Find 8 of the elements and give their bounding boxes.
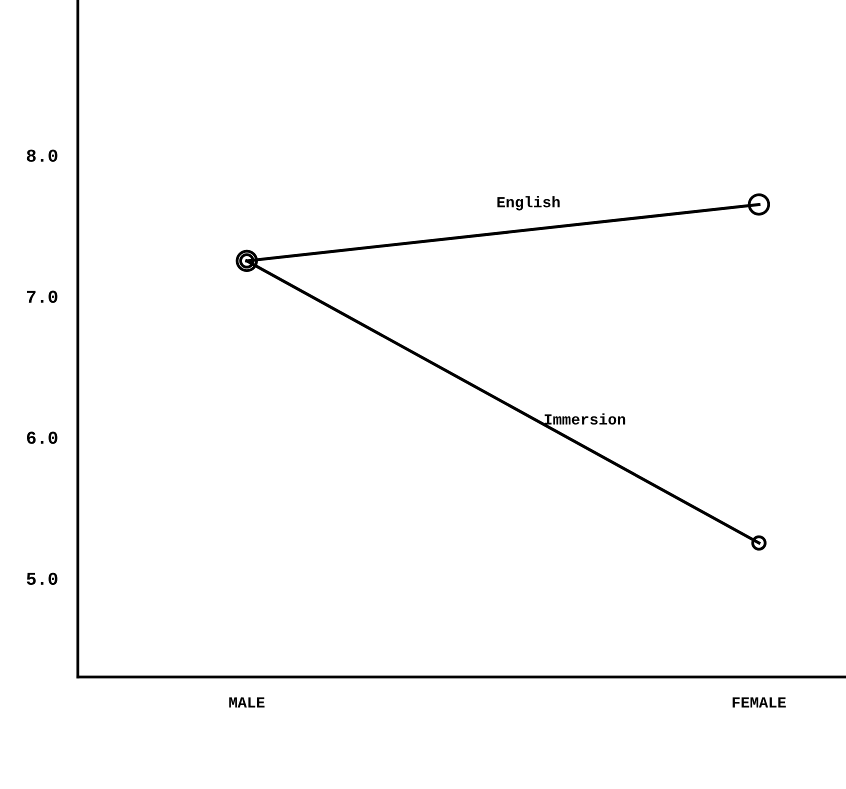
x-tick-label: FEMALE [732, 697, 786, 708]
y-tick-label: 7.0 [27, 290, 58, 303]
y-tick-label: 6.0 [26, 432, 58, 444]
x-tick-label: MALE [229, 697, 265, 708]
y-tick-label: 5.0 [26, 572, 58, 585]
series-label: English [497, 196, 560, 210]
y-tick-label: 8.0 [26, 150, 58, 162]
series-label: Immersion [544, 413, 626, 425]
